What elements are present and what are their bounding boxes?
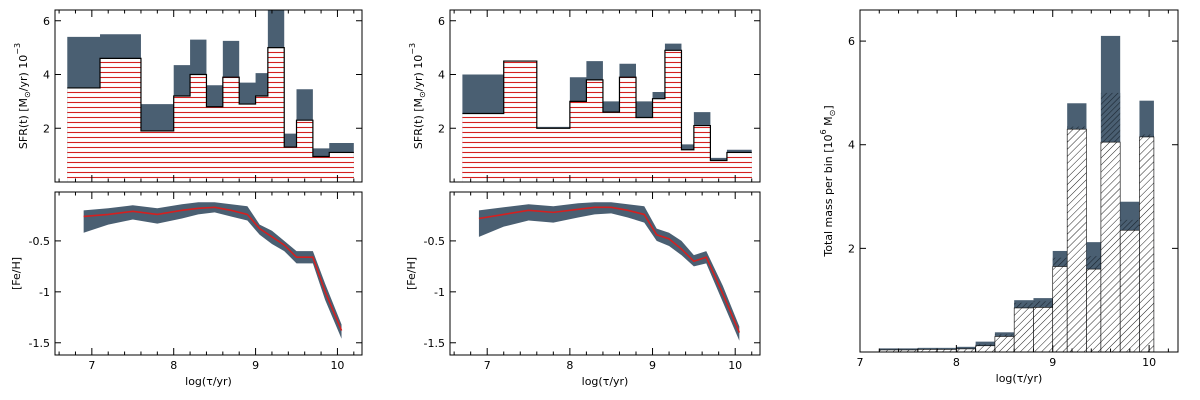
ticks-feh-middle: -0.5 -1 -1.5 7 8 9 10 xyxy=(424,192,760,372)
mass-bar-lower xyxy=(1033,307,1054,353)
y-tick-label: 6 xyxy=(43,15,50,28)
ticks-feh-left: -0.5 -1 -1.5 7 8 9 10 xyxy=(29,192,362,372)
y-tick-label: 6 xyxy=(438,15,445,28)
y-tick-label: -0.5 xyxy=(29,235,50,248)
ticks-mass-right: 2 4 6 7 8 9 10 xyxy=(848,10,1178,369)
feh-envelope-band xyxy=(83,202,342,339)
mass-bar-lower xyxy=(1052,266,1068,353)
panel-sfr-left: SFR(t) [M⊙/yr) 10−3 xyxy=(13,10,354,182)
y-tick-label: 4 xyxy=(43,69,50,82)
x-tick-label: 9 xyxy=(252,359,259,372)
x-axis-label: log(τ/yr) xyxy=(996,372,1043,385)
plot-frame-mass-right xyxy=(859,9,1179,353)
x-tick-label: 10 xyxy=(330,359,344,372)
feh-envelope-band xyxy=(478,202,740,341)
x-tick-label: 9 xyxy=(1049,356,1056,369)
sfr-lower-envelope xyxy=(67,61,354,182)
y-tick-label: 2 xyxy=(438,122,445,135)
mass-bar-lower xyxy=(994,336,1015,353)
y-axis-label: [Fe/H] xyxy=(405,257,418,290)
y-axis-label: Total mass per bin [106 M⊙] xyxy=(819,105,837,257)
ticks-sfr-middle: 2 4 6 xyxy=(438,10,760,182)
y-tick-label: 6 xyxy=(848,35,855,48)
mass-bar-median-band xyxy=(1120,219,1140,231)
panel-mass-right: Total mass per bin [106 M⊙] log(τ/yr) xyxy=(819,35,1155,385)
x-tick-label: 7 xyxy=(857,356,864,369)
x-tick-label: 10 xyxy=(1142,356,1156,369)
plot-frame-feh-left xyxy=(54,191,363,356)
feh-median-line xyxy=(478,206,741,333)
x-axis-label: log(τ/yr) xyxy=(185,375,232,388)
y-axis-label: SFR(t) [M⊙/yr) 10−3 xyxy=(13,43,32,149)
y-tick-label: 2 xyxy=(848,242,855,255)
plot-frame-feh-middle xyxy=(449,191,761,356)
plot-frame-sfr-left xyxy=(54,9,363,183)
plot-frame-sfr-middle xyxy=(449,9,761,183)
mass-bar-median-band xyxy=(975,344,995,346)
mass-bar-median-band xyxy=(994,334,1015,337)
panel-sfr-middle: SFR(t) [M⊙/yr) 10−3 xyxy=(408,43,752,182)
y-axis-label: [Fe/H] xyxy=(10,257,23,290)
mass-bar-lower xyxy=(1139,136,1155,353)
panel-feh-middle: [Fe/H] log(τ/yr) xyxy=(405,202,741,388)
x-tick-label: 9 xyxy=(649,359,656,372)
mass-bar-median-band xyxy=(1052,257,1068,267)
mass-bar-median-band xyxy=(1139,134,1154,137)
x-tick-label: 8 xyxy=(953,356,960,369)
y-tick-label: 4 xyxy=(848,139,855,152)
y-tick-label: -1.5 xyxy=(424,337,445,350)
mass-bar-median-band xyxy=(1067,126,1087,130)
mass-bar-lower xyxy=(1100,141,1121,353)
mass-bar-lower xyxy=(975,345,996,353)
sfr-lower-envelope xyxy=(462,58,752,182)
y-tick-label: -1 xyxy=(39,286,50,299)
y-tick-label: -1 xyxy=(434,286,445,299)
sfr-median-line xyxy=(67,47,354,158)
feh-median-line xyxy=(83,206,343,331)
x-tick-label: 8 xyxy=(170,359,177,372)
mass-bar-lower xyxy=(1119,229,1140,353)
mass-bar-lower xyxy=(1066,128,1087,353)
x-tick-label: 8 xyxy=(566,359,573,372)
x-axis-label: log(τ/yr) xyxy=(582,375,629,388)
y-axis-label: SFR(t) [M⊙/yr) 10−3 xyxy=(408,43,427,149)
panel-feh-left: [Fe/H] log(τ/yr) xyxy=(10,202,343,388)
ticks-sfr-left: 2 4 6 xyxy=(43,10,362,182)
sfr-median-line xyxy=(462,49,752,162)
mass-bar-median-band xyxy=(1033,301,1053,308)
mass-bar-median-band xyxy=(1100,92,1121,143)
mass-bar-median-band xyxy=(1086,256,1101,270)
y-tick-label: -0.5 xyxy=(424,235,445,248)
panels: SFR(t) [M⊙/yr) 10−3 2 4 6 [Fe/H] log(τ/yr) -0.… xyxy=(10,9,1179,388)
mass-bar-median-band xyxy=(1014,302,1034,308)
x-tick-label: 7 xyxy=(484,359,491,372)
mass-bar-lower xyxy=(1013,307,1034,353)
y-tick-label: -1.5 xyxy=(29,337,50,350)
y-tick-label: 4 xyxy=(438,69,445,82)
x-tick-label: 10 xyxy=(728,359,742,372)
y-tick-label: 2 xyxy=(43,122,50,135)
x-tick-label: 7 xyxy=(88,359,95,372)
mass-bar-lower xyxy=(1086,268,1102,353)
